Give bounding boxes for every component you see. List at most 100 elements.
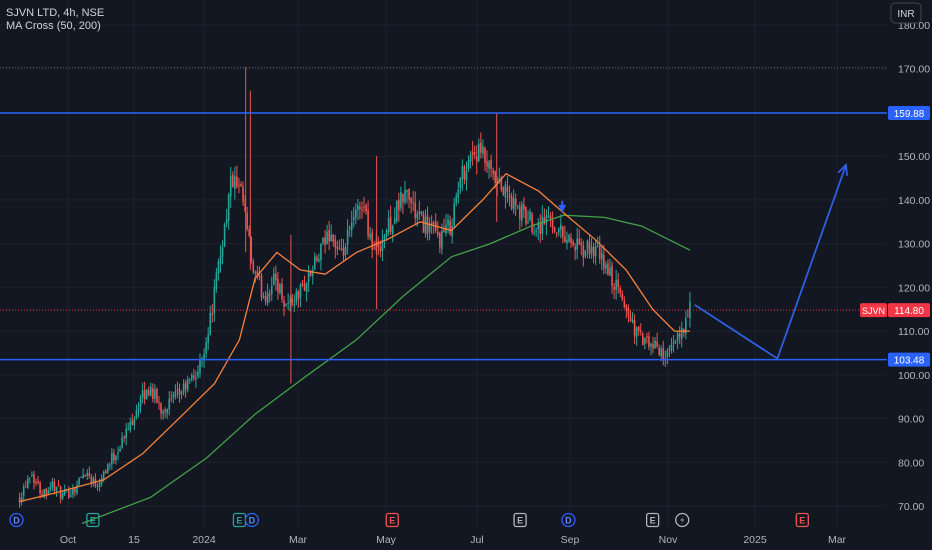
candle [303,275,306,292]
candle [55,486,58,497]
indicator-name: MA Cross (50, 200) [6,20,101,32]
event-marker-earnings-down[interactable]: E [795,512,809,528]
candle [535,227,537,237]
candle [326,224,328,245]
candle [600,245,603,271]
candle [348,225,351,237]
candle [350,210,353,238]
candle [152,383,154,403]
candle [184,379,187,398]
candle [61,490,64,501]
event-marker-split-bolt[interactable] [675,512,690,528]
candle [580,238,583,256]
candle [277,271,279,300]
candle [557,227,560,237]
candle [459,176,462,194]
candle [641,331,644,346]
svg-text:E: E [389,516,395,526]
event-marker-dividend[interactable]: D [9,512,24,528]
candle [80,476,82,478]
candle [451,218,453,244]
candle [82,468,84,479]
candle [143,381,146,405]
y-tick-label: 120.00 [898,282,930,294]
candle [117,446,119,461]
candle [570,232,572,248]
candle [545,209,548,235]
candle [400,186,402,212]
candle [404,180,406,205]
candle [436,221,439,238]
currency-button[interactable]: INR [890,2,922,24]
candle [482,139,484,159]
candle [293,294,296,313]
candle [76,480,78,496]
candle [568,233,570,243]
candle [443,218,445,233]
candle [39,480,41,499]
candle [221,240,224,265]
candle [166,408,168,419]
event-marker-earnings-down[interactable]: E [385,512,399,528]
candle [644,337,646,350]
candle [496,175,499,197]
candle [402,193,404,214]
candle [572,239,574,247]
candle [240,181,242,187]
candle [338,239,341,250]
candle [412,190,414,212]
candle [672,334,675,353]
candle [229,166,232,209]
candle [512,189,515,214]
ma200-line [81,214,691,525]
event-marker-dividend[interactable]: D [244,512,260,528]
candle [469,150,472,169]
candle [24,480,27,488]
ma-cross-marker [558,200,567,213]
candle [668,345,671,357]
candle [57,479,60,487]
candle [297,289,300,308]
candle [272,267,275,286]
candle [603,245,605,275]
candle [410,197,412,214]
candle [607,259,609,276]
candle [367,200,369,240]
candle [428,217,431,241]
candle [578,229,581,246]
candle [217,258,220,281]
candle [586,239,589,259]
candle [611,261,613,294]
candle [154,384,156,404]
candle [623,296,626,309]
candle [227,192,230,230]
x-tick-label: Jul [470,534,483,546]
candle [43,488,45,499]
event-marker-earnings-neutral[interactable]: E [513,512,527,528]
event-marker-dividend[interactable]: D [561,512,576,528]
candle [381,229,384,261]
candle [439,231,441,253]
candle [45,487,48,500]
candle [432,220,435,234]
candle [420,210,423,217]
candle [264,290,267,306]
projection-path[interactable] [694,164,847,360]
candle [135,404,138,420]
candle [621,290,624,302]
candle [490,154,492,178]
candle [246,206,248,232]
event-marker-earnings-up[interactable]: E [86,512,100,528]
candle [678,326,681,344]
currency-label: INR [897,9,914,20]
candle [518,201,521,230]
candle [336,240,339,256]
candle [209,305,212,336]
candle [324,229,326,254]
event-marker-earnings-neutral[interactable]: E [645,512,660,528]
candle [127,422,130,431]
candle [121,432,123,450]
candle [662,340,665,366]
candle [654,337,656,349]
